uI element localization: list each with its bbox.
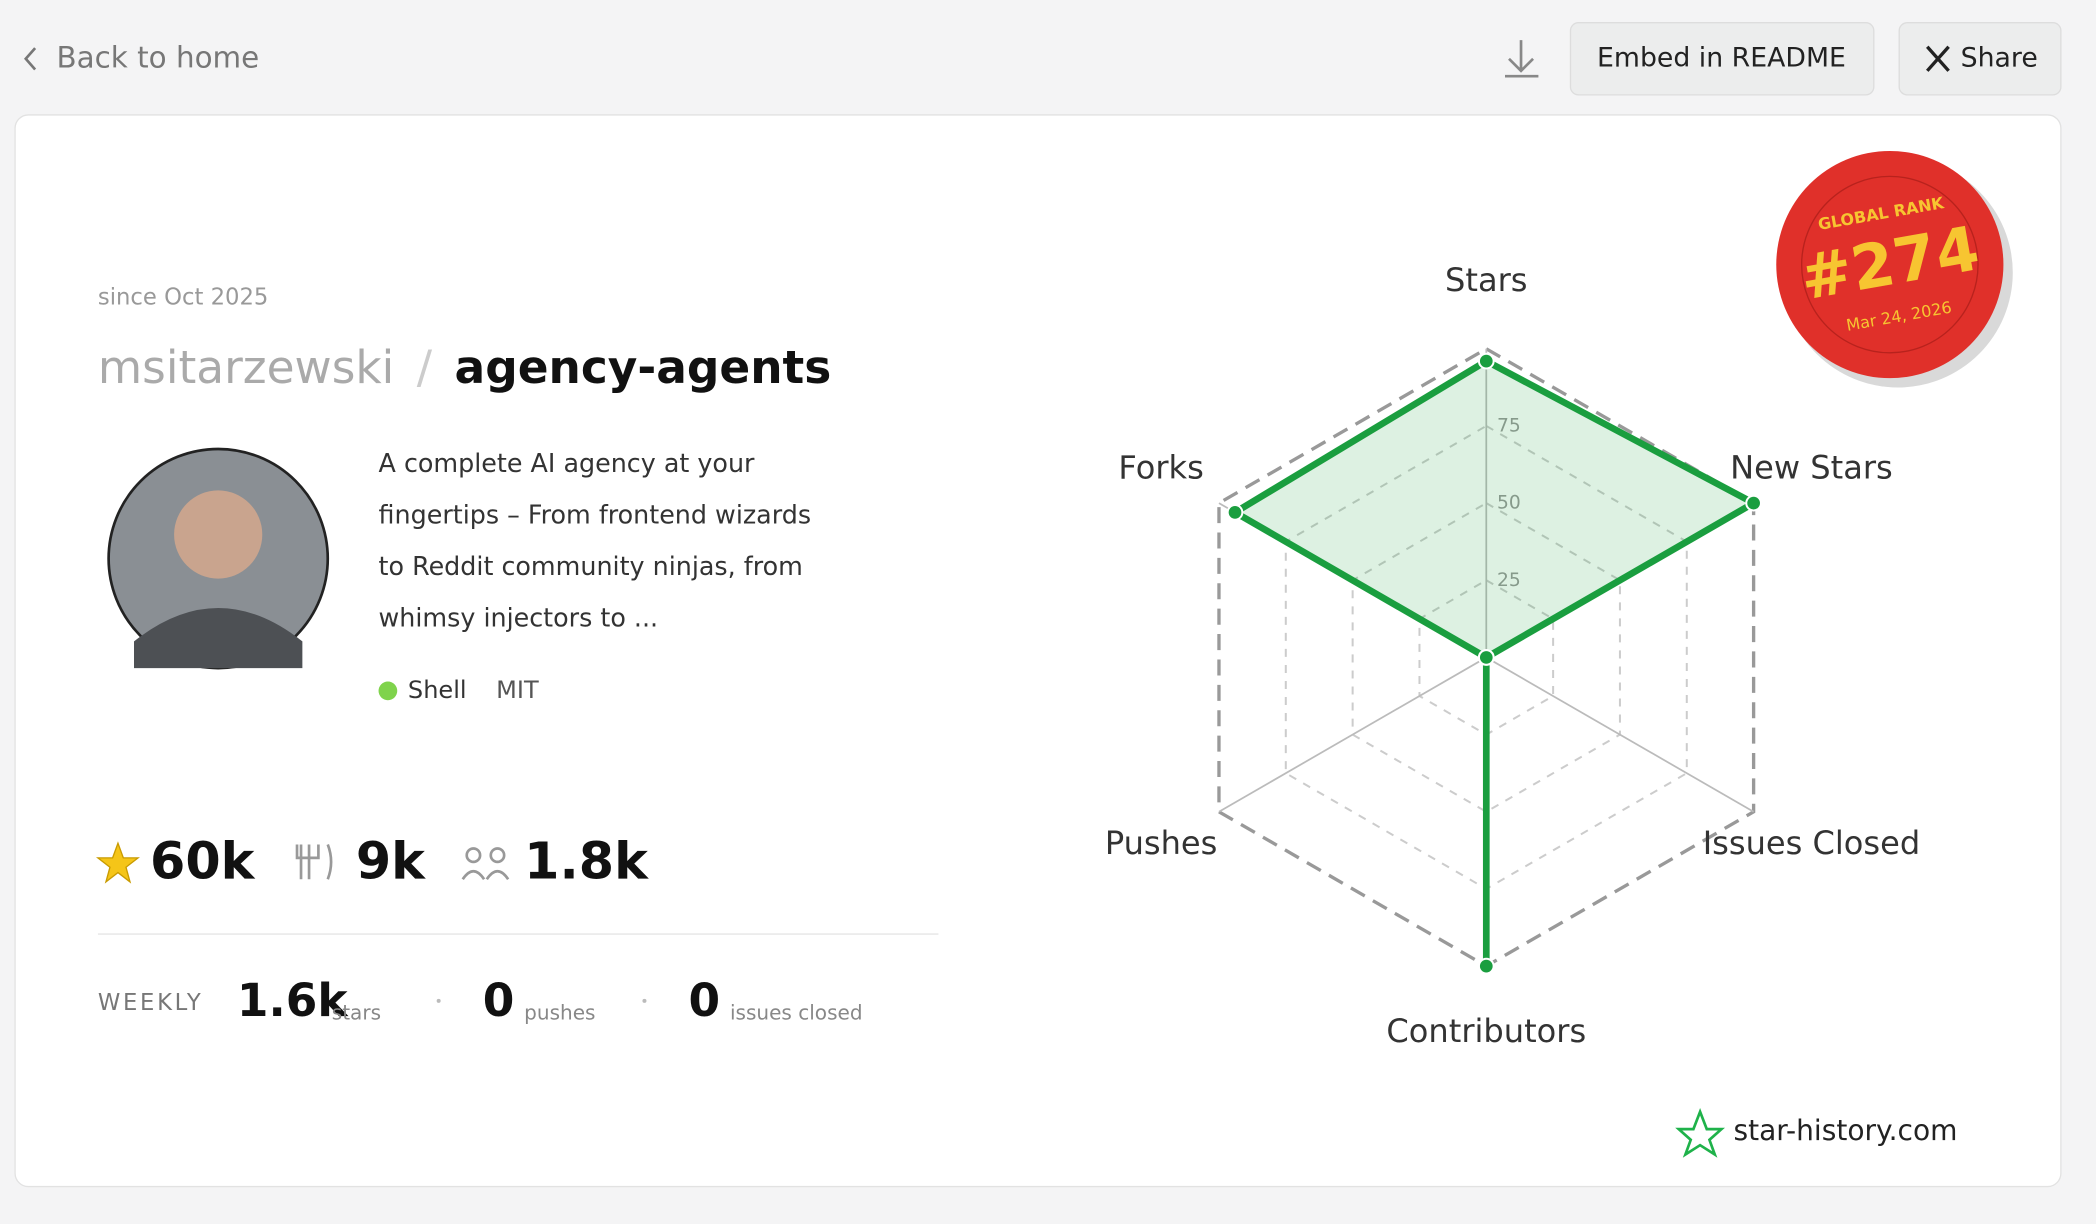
weekly-stars: 1.6k [237,974,349,1027]
contributors-count: 1.8k [524,832,649,891]
description-line: whimsy injectors to ... [379,602,659,632]
rank-badge: GLOBAL RANK #274 Mar 24, 2026 [1776,150,2013,388]
back-text: Back to home [56,40,259,74]
description-line: A complete AI agency at your [379,448,755,478]
description-line: fingertips – From frontend wizards [379,499,812,529]
since: since Oct 2025 [98,284,268,310]
language-dot [378,681,398,701]
weekly-stars-unit: stars [332,1001,381,1025]
r-tick-label: 50 [1497,493,1521,514]
description: A complete AI agency at your fingertips –… [379,448,812,632]
brand-icon [1675,1108,1725,1158]
radar-point [1745,494,1762,512]
embed-bg [1569,22,1875,96]
stars-count: 60k [150,832,256,891]
license: MIT [496,676,539,704]
spoke [1485,656,1755,813]
axis-label: Contributors [1386,1012,1586,1050]
repo-title: msitarzewski / agency-agents [98,341,831,394]
spoke [1218,656,1487,813]
forks-count: 9k [356,832,426,891]
card [14,114,2062,1188]
back-icon [23,47,37,71]
radar-point [1226,504,1244,521]
download-button[interactable] [1504,40,1539,78]
axis-label: Forks [1118,449,1203,487]
r-tick-label: 25 [1497,570,1521,591]
embed-button[interactable]: Embed in README [1569,22,1875,96]
download-icon [1504,40,1539,78]
repo-name: agency-agents [455,341,832,394]
dot [642,998,647,1003]
language: Shell [408,676,467,704]
radar-chart: 25 50 75 Stars New Stars Issues Closed Contrib… [1105,261,1920,1050]
share-bg [1898,22,2062,96]
separator: / [417,341,433,394]
badge-ring [1800,175,1979,354]
avatar-face [174,490,263,579]
radar-point [1477,352,1495,370]
description-line: to Reddit community ninjas, from [379,551,803,581]
weekly-issues-unit: issues closed [730,1001,863,1025]
weekly-issues: 0 [689,974,721,1027]
radar-point [1477,957,1495,975]
people-icon [461,847,510,881]
weekly-label: WEEKLY [98,990,204,1016]
fork-icon [295,844,333,880]
axis-label: New Stars [1730,449,1893,487]
r-tick-label: 75 [1497,415,1521,436]
brand: star-history.com [1733,1114,1957,1147]
weekly-pushes: 0 [483,974,515,1027]
share-text: Share [1961,42,2038,73]
radar-point [1477,649,1495,666]
axis-label: Issues Closed [1703,824,1921,862]
weekly-pushes-unit: pushes [524,1001,595,1025]
axis-label: Pushes [1105,824,1218,862]
star-icon [95,841,140,884]
avatar-body [134,607,303,669]
x-icon [1926,45,1950,72]
owner: msitarzewski [98,341,394,394]
embed-text: Embed in README [1597,42,1846,73]
axis-label: Stars [1445,261,1527,299]
badge-bg [1776,150,2004,379]
share-button[interactable]: Share [1898,22,2062,96]
dot [436,998,441,1003]
back-link[interactable]: Back to home [23,40,259,74]
